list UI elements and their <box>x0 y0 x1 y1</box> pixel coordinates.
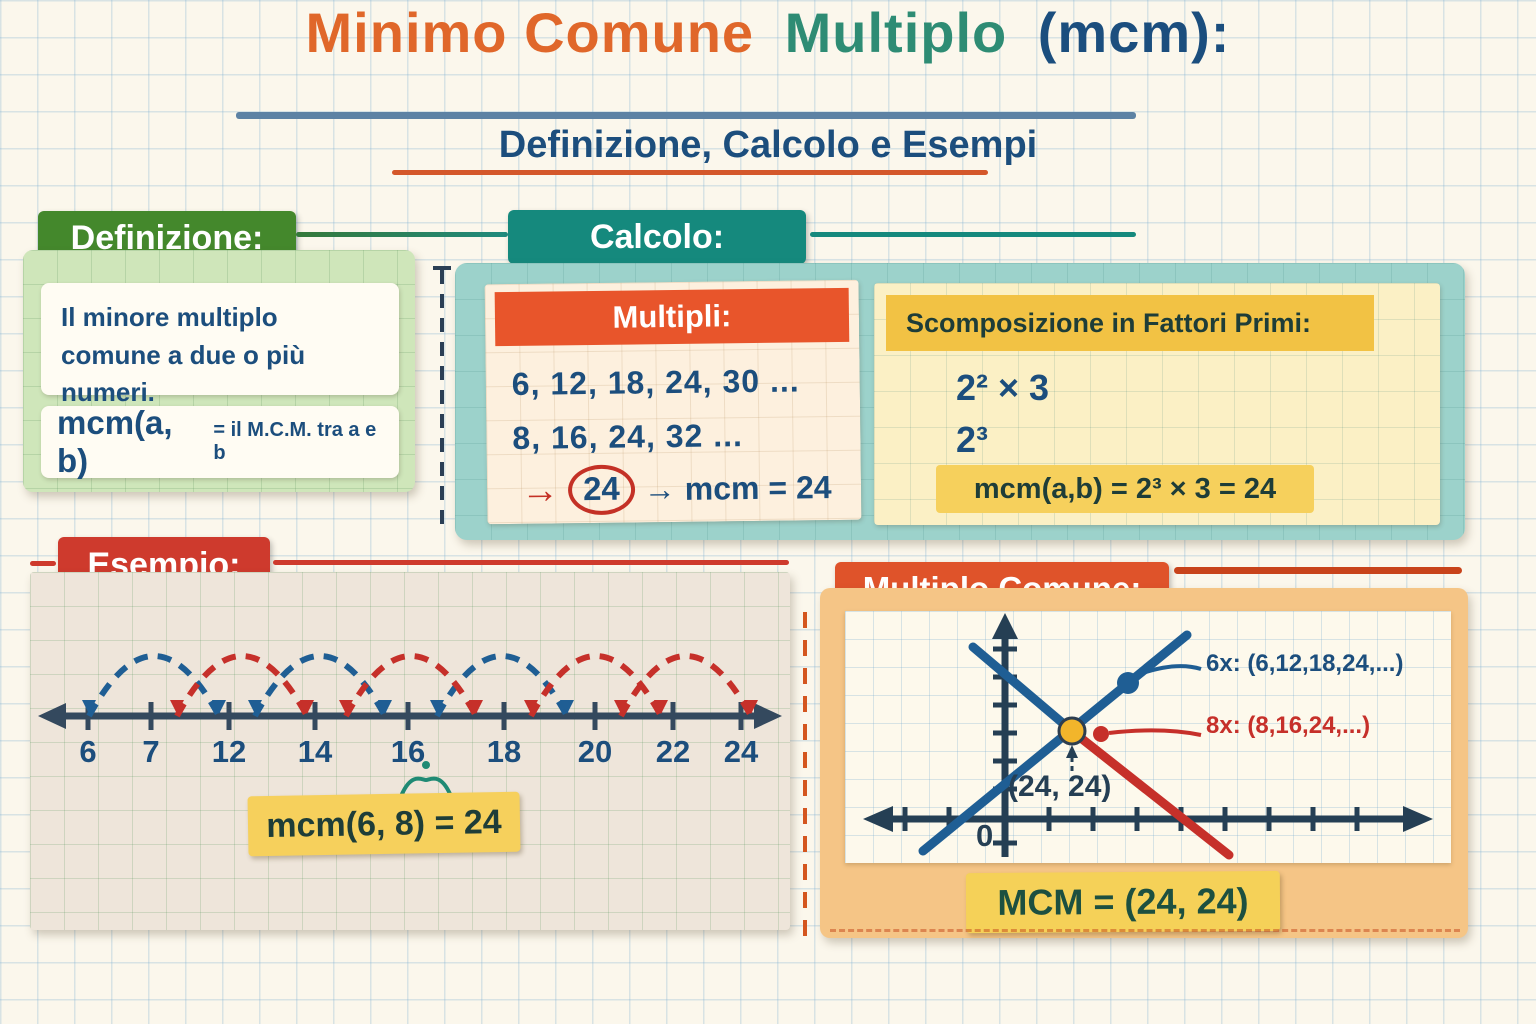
scomposizione-header: Scomposizione in Fattori Primi: <box>886 295 1374 351</box>
tick-label-6: 6 <box>79 734 97 769</box>
page-subtitle: Definizione, Calcolo e Esempi <box>498 124 1038 166</box>
number-line-arrow-left-icon <box>38 703 66 729</box>
brace-icon <box>400 761 452 796</box>
arc-arrowheads-red <box>170 700 758 714</box>
esempio-line-right <box>273 560 789 565</box>
section-divider-cap <box>433 266 451 270</box>
tick-label-24: 24 <box>723 734 759 769</box>
multipli-card: Multipli: 6, 12, 18, 24, 30 ... 8, 16, 2… <box>484 279 862 525</box>
tick-label-12: 12 <box>211 734 247 769</box>
y-axis-arrow-icon <box>992 613 1018 639</box>
panel-bottom-dashed-line <box>830 929 1460 932</box>
formula-rhs: = il M.C.M. tra a e b <box>213 419 377 464</box>
definizione-body-text: Il minore multiplo comune a due o più nu… <box>61 302 306 408</box>
skip-arcs-red <box>174 653 754 718</box>
x-axis-arrow-right-icon <box>1403 806 1433 832</box>
label-multiples-of-8: 8x: (8,16,24,...) <box>1206 712 1371 739</box>
prime-factorization-6: 2² × 3 <box>956 367 1050 408</box>
intersection-pointer-arrow-icon <box>1066 745 1078 758</box>
esempio-result-box: mcm(6, 8) = 24 <box>247 791 521 857</box>
arc-arrowheads-blue <box>82 700 574 714</box>
tick-label-20: 20 <box>577 734 613 769</box>
page-title: Minimo Comune Multiplo (mcm): <box>0 0 1536 65</box>
esempio-line-left <box>30 561 56 566</box>
multipli-row-6: 6, 12, 18, 24, 30 ... <box>511 362 800 402</box>
calcolo-header-line <box>810 232 1136 237</box>
point-on-8x <box>1093 726 1109 742</box>
scomposizione-card: Scomposizione in Fattori Primi: 2² × 3 2… <box>874 283 1440 525</box>
multiplo-comune-header-line <box>1174 567 1462 574</box>
number-line-arrow-right-icon <box>754 703 782 729</box>
definizione-body-card: Il minore multiplo comune a due o più nu… <box>41 283 399 407</box>
scomposizione-result: mcm(a,b) = 2³ × 3 = 24 <box>936 465 1314 513</box>
prime-factorization-8: 2³ <box>956 419 989 460</box>
number-line-ticks <box>85 702 744 730</box>
mcm-result-box: MCM = (24, 24) <box>965 870 1281 934</box>
tick-label-7: 7 <box>142 734 160 769</box>
formula-lhs: mcm(a, b) <box>57 404 173 479</box>
number-line-figure <box>38 653 782 730</box>
title-part-navy: (mcm): <box>1037 1 1231 64</box>
tick-label-18: 18 <box>486 734 522 769</box>
section-divider-vertical <box>440 270 444 534</box>
calcolo-header: Calcolo: <box>508 210 806 264</box>
multipli-header: Multipli: <box>494 287 850 347</box>
label-multiples-of-6: 6x: (6,12,18,24,...) <box>1206 650 1404 677</box>
esempio-panel <box>30 572 790 930</box>
circled-lcm-value: 24 <box>567 464 636 516</box>
intersection-point <box>1057 716 1087 746</box>
connector-8x <box>1108 728 1202 737</box>
intersection-coordinates-label: (24, 24) <box>1008 770 1112 803</box>
tick-label-16: 16 <box>390 734 426 769</box>
title-part-orange: Minimo Comune <box>305 1 755 64</box>
multipli-result-text: mcm = 24 <box>684 468 832 507</box>
x-axis-arrow-left-icon <box>863 806 893 832</box>
coordinate-graph <box>863 613 1433 860</box>
tick-label-14: 14 <box>297 734 333 769</box>
line-descending-upper <box>968 642 1077 736</box>
subtitle-underline <box>392 170 988 175</box>
multipli-row-8: 8, 16, 24, 32 ... <box>512 417 744 456</box>
origin-label: 0 <box>976 818 994 853</box>
point-on-6x <box>1117 672 1139 694</box>
title-part-teal: Multiplo <box>784 1 1008 64</box>
esempio-graph-divider <box>803 612 807 936</box>
red-arrow-icon: → <box>520 469 560 512</box>
line-multiples-of-8 <box>1067 726 1234 860</box>
title-underline <box>236 112 1136 119</box>
definizione-formula-card: mcm(a, b) = il M.C.M. tra a e b <box>41 404 399 479</box>
multipli-result-row: → 24 → mcm = 24 <box>521 462 832 516</box>
connector-6x <box>1136 664 1202 677</box>
navy-arrow-icon: → <box>643 470 677 508</box>
tick-label-22: 22 <box>655 734 691 769</box>
definizione-calcolo-connector-line <box>296 232 508 237</box>
skip-arcs-blue <box>86 653 570 718</box>
